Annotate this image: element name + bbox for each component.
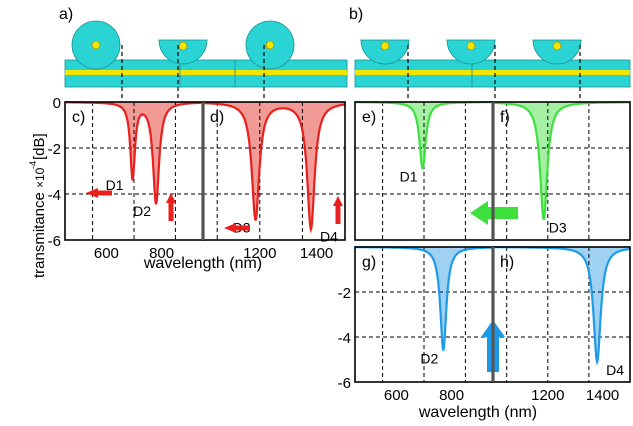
disk-core xyxy=(466,41,476,51)
y-tick-label: -2 xyxy=(48,141,61,158)
dip-label-d1: D1 xyxy=(106,177,124,193)
panel-label-h: h) xyxy=(500,254,514,271)
disk-core xyxy=(91,40,101,50)
y-axis-label-exponent: -4 xyxy=(28,161,38,169)
x-axis-label-left: wavelength (nm) xyxy=(143,255,262,272)
dip-label-d4: D4 xyxy=(606,362,624,378)
dip-label-d1: D1 xyxy=(400,169,418,185)
x-tick-label: 1200 xyxy=(243,245,276,262)
x-tick-label: 1400 xyxy=(586,387,619,404)
spectra-plots: c) 0 -2 -4 -6 600 800 D1 D2 d) 1200 1400 D3 D4 e) D1 f) D… xyxy=(48,95,631,404)
panel-label-c: c) xyxy=(72,109,85,126)
half-disk-resonator xyxy=(446,39,496,65)
y-tick-label: -6 xyxy=(48,233,61,250)
y-axis-label-unit: [dB] xyxy=(31,133,48,160)
spectrum-line xyxy=(203,102,345,234)
dip-label-d2: D2 xyxy=(420,351,438,367)
spectrum-area xyxy=(493,247,630,362)
x-tick-label: 800 xyxy=(149,245,174,262)
y-axis-label: transmitance ×10 -4 [dB] xyxy=(28,133,48,278)
y-axis-label-main: transmitance xyxy=(31,192,48,278)
panel-d: d)12001400D3D4 xyxy=(202,101,346,262)
y-tick-label: -2 xyxy=(338,285,351,302)
disk-core xyxy=(178,41,188,51)
disk-core xyxy=(265,40,275,50)
arrow-up xyxy=(333,196,343,206)
y-axis-label-scale: ×10 xyxy=(33,167,47,188)
dip-label-d3: D3 xyxy=(549,219,567,235)
dip-label-d4: D4 xyxy=(320,229,338,245)
panel-label-g: g) xyxy=(362,254,376,271)
dip-label-d2: D2 xyxy=(133,203,151,219)
arrow-left xyxy=(86,188,98,198)
panel-label-e: e) xyxy=(362,109,376,126)
x-tick-label: 600 xyxy=(94,245,119,262)
panel-g: g) -2 -4 -6 600 800 D2 xyxy=(338,246,494,404)
panel-e: e) D1 xyxy=(354,101,494,241)
arrow-shaft xyxy=(335,206,341,224)
panel-f: f) D3 xyxy=(470,101,631,241)
arrow-shaft xyxy=(236,225,250,231)
plot-area xyxy=(203,102,345,240)
x-tick-label: 800 xyxy=(439,387,464,404)
panel-label-f: f) xyxy=(500,109,510,126)
x-tick-label: 1200 xyxy=(531,387,564,404)
waveguide-core xyxy=(65,70,347,75)
spectrum-area xyxy=(355,102,493,169)
y-tick-label: 0 xyxy=(53,95,61,112)
panel-label-b: b) xyxy=(349,6,363,23)
x-tick-label: 1400 xyxy=(300,245,333,262)
plot-area xyxy=(493,247,630,382)
schematic-a: a) xyxy=(59,6,348,100)
schematic-b: b) xyxy=(349,6,631,100)
x-axis-label-right: wavelength (nm) xyxy=(418,404,537,421)
waveguide-core xyxy=(355,70,630,75)
panel-c: c) 0 -2 -4 -6 600 800 D1 D2 xyxy=(48,95,204,262)
x-tick-label: 600 xyxy=(384,387,409,404)
half-disk-resonator xyxy=(158,39,208,65)
y-tick-label: -4 xyxy=(338,330,351,347)
waveguide-schematics: a) b) xyxy=(59,6,631,100)
arrow-shaft xyxy=(168,203,174,221)
arrow-left xyxy=(224,223,236,233)
panel-label-a: a) xyxy=(59,6,73,23)
y-tick-label: -4 xyxy=(48,187,61,204)
panel-h: h) 1200 1400 D4 xyxy=(481,246,631,404)
spectrum-area xyxy=(203,102,345,230)
arrow-up xyxy=(166,193,176,203)
panel-label-d: d) xyxy=(210,109,224,126)
disk-core xyxy=(380,41,390,51)
disk-core xyxy=(552,41,562,51)
arrow-shaft xyxy=(98,190,112,196)
y-tick-label: -6 xyxy=(338,375,351,392)
